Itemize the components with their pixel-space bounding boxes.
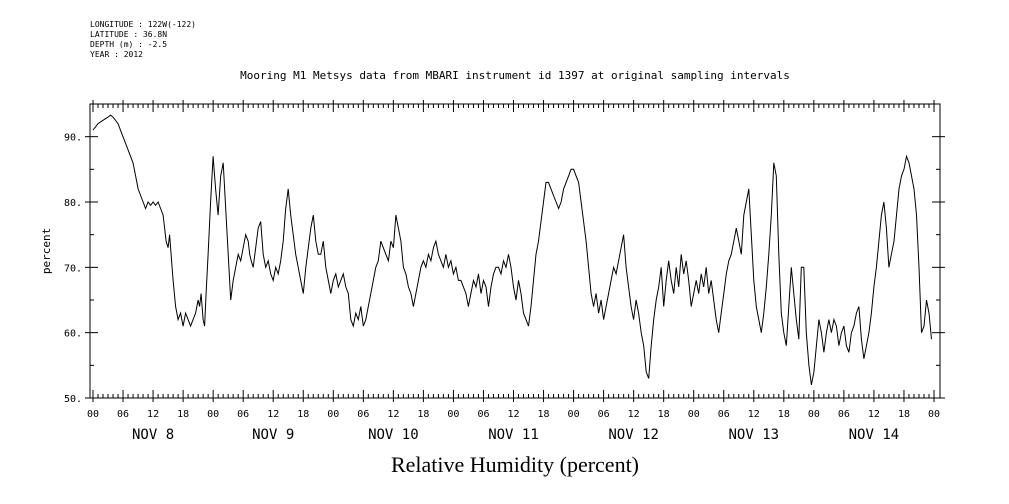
y-tick-label: 70. [64,263,82,274]
x-hour-label: 18 [658,409,670,420]
meta-latitude: LATITUDE : 36.8N [90,30,168,39]
x-hour-label: 12 [628,409,640,420]
x-hour-label: 00 [327,409,339,420]
x-hour-label: 06 [838,409,850,420]
x-hour-label: 18 [898,409,910,420]
chart-title: Mooring M1 Metsys data from MBARI instru… [240,69,790,82]
chart-tick-labels: 50. 60. 70. 80. 90. 00 06 12 18 00 06 12 18 00 06 12 18 0… [64,133,940,443]
x-hour-label: 06 [598,409,610,420]
y-tick-label: 80. [64,198,82,209]
chart-axes [89,103,941,399]
meta-longitude: LONGITUDE : 122W(-122) [90,20,196,29]
x-day-label: NOV 11 [488,427,539,443]
meta-year: YEAR : 2012 [90,50,143,59]
x-hour-label: 18 [177,409,189,420]
x-day-label: NOV 14 [849,427,900,443]
x-hour-label: 12 [147,409,159,420]
x-hour-label: 12 [387,409,399,420]
y-tick-label: 50. [64,394,82,405]
y-tick-label: 90. [64,133,82,144]
x-hour-label: 00 [568,409,580,420]
x-hour-label: 18 [538,409,550,420]
x-hour-label: 00 [87,409,99,420]
x-hour-label: 00 [688,409,700,420]
y-axis-label: percent [40,228,53,274]
meta-depth: DEPTH (m) : -2.5 [90,40,168,49]
x-hour-label: 06 [477,409,489,420]
series-line-relative-humidity [92,114,932,385]
x-hour-label: 12 [748,409,760,420]
x-hour-label: 18 [778,409,790,420]
x-axis-label: Relative Humidity (percent) [390,452,640,477]
x-hour-label: 06 [237,409,249,420]
x-day-label: NOV 13 [728,427,779,443]
x-hour-label: 00 [207,409,219,420]
x-hour-label: 00 [928,409,940,420]
x-hour-label: 12 [868,409,880,420]
x-day-label: NOV 12 [608,427,659,443]
x-hour-label: 00 [808,409,820,420]
x-hour-label: 18 [297,409,309,420]
x-day-label: NOV 10 [368,427,419,443]
x-hour-label: 06 [357,409,369,420]
x-hour-label: 06 [117,409,129,420]
chart-ticks [85,100,945,402]
x-day-label: NOV 9 [252,427,294,443]
x-hour-label: 18 [417,409,429,420]
x-hour-label: 00 [447,409,459,420]
y-tick-label: 60. [64,329,82,340]
x-hour-label: 12 [267,409,279,420]
x-hour-label: 12 [507,409,519,420]
plot-frame [89,103,941,399]
x-day-label: NOV 8 [132,427,174,443]
x-hour-label: 06 [718,409,730,420]
